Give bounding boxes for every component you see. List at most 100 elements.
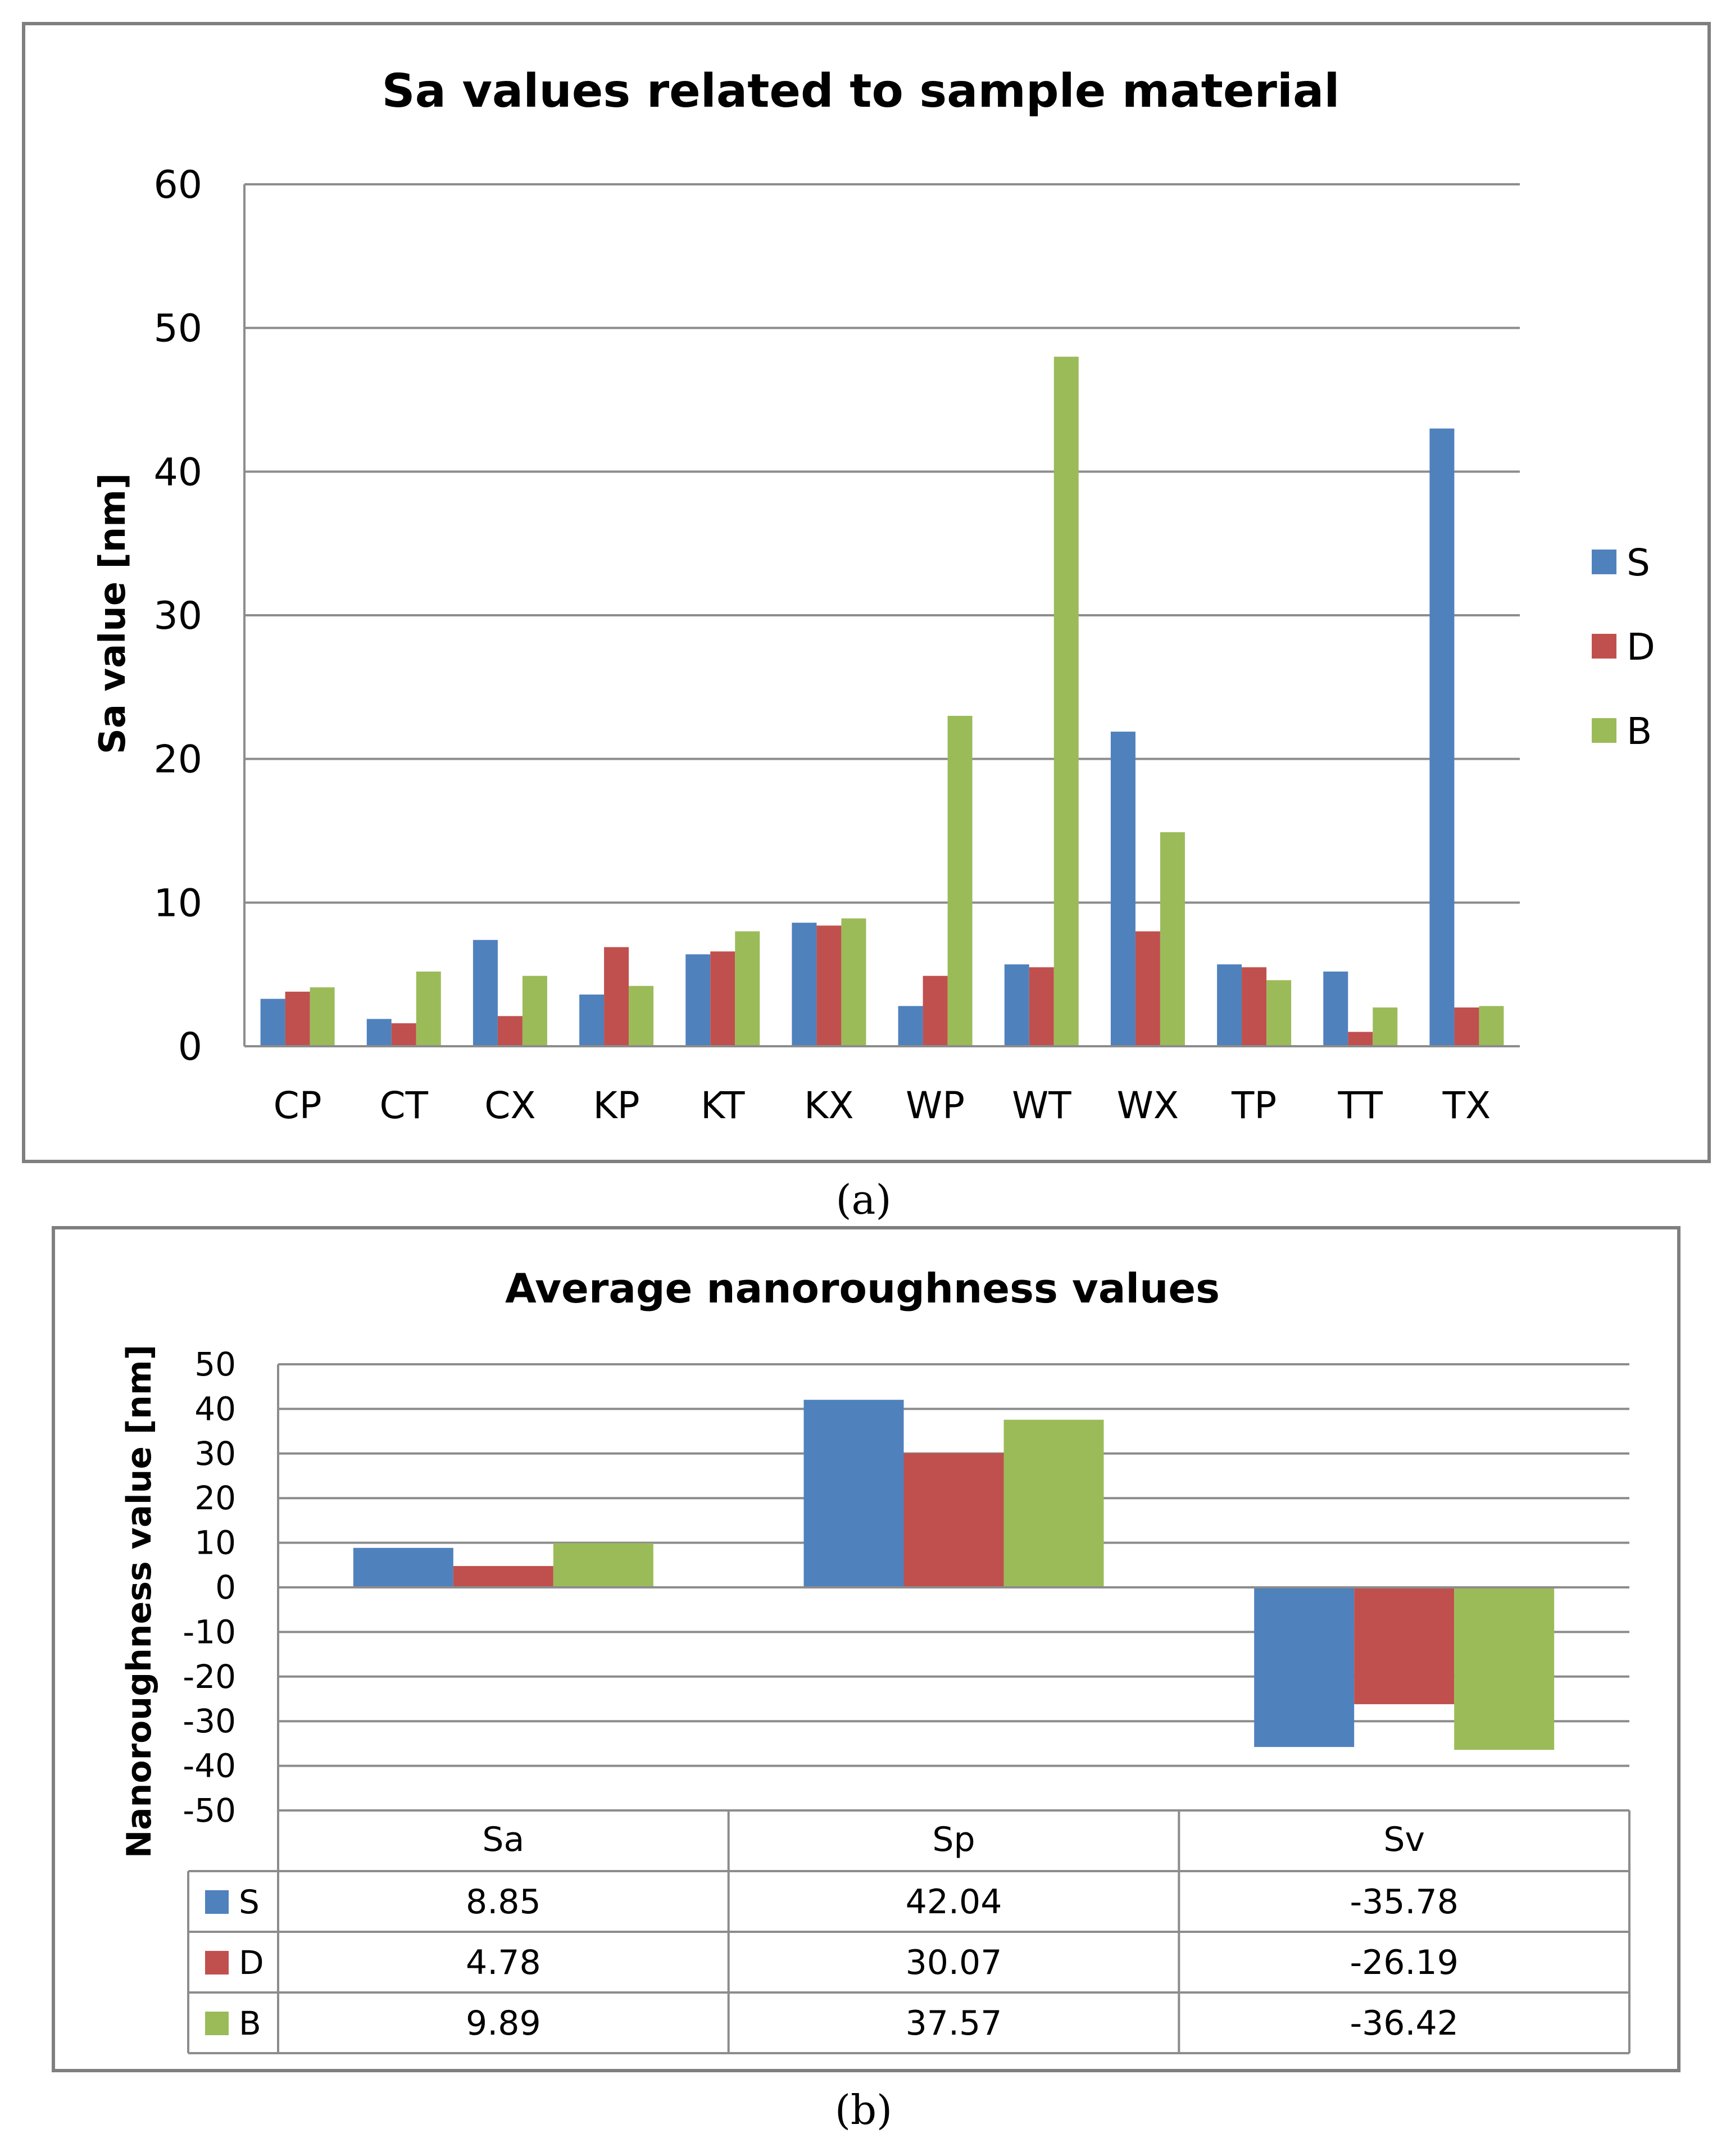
bar-B-WP (947, 715, 973, 1046)
table-value-cell: 8.85 (466, 1882, 541, 1922)
bar-D-Sp (903, 1453, 1004, 1587)
x-tick-label: TX (1442, 1084, 1491, 1127)
y-tick-label: -40 (183, 1747, 236, 1785)
chart-b: Average nanoroughness values 50 40 30 20 10 0… (52, 1226, 1681, 2072)
y-tick-label: 20 (194, 1479, 236, 1517)
bar-D-Sa (453, 1566, 553, 1587)
bar-S-TP (1217, 964, 1242, 1046)
y-tick-label: 30 (194, 1435, 236, 1473)
y-tick-label: -20 (183, 1658, 236, 1696)
bar-B-KT (735, 931, 760, 1046)
bar-S-WX (1110, 732, 1136, 1046)
chart-b-y-ticks: 50 40 30 20 10 0 -10 -20 -30 -40 -50 (183, 1345, 236, 1830)
table-value-cell: 30.07 (906, 1943, 1002, 1982)
bar-S-TX (1429, 428, 1455, 1047)
legend-label: S (239, 1883, 260, 1921)
bar-D-CX (497, 1016, 523, 1046)
bar-B-WX (1160, 832, 1185, 1046)
bar-B-WT (1053, 356, 1079, 1046)
bar-B-Sp (1003, 1419, 1104, 1587)
y-tick-label: 40 (153, 450, 202, 494)
x-tick-label: KX (804, 1084, 854, 1127)
y-tick-label: 50 (194, 1345, 236, 1383)
chart-b-y-axis-label: Nanoroughness value [nm] (120, 1345, 159, 1858)
chart-b-axes (277, 1364, 1629, 1871)
table-value-cell: 42.04 (906, 1882, 1002, 1922)
y-tick-label: 10 (194, 1524, 236, 1562)
legend-swatch-S (1592, 550, 1616, 574)
y-tick-label: -30 (183, 1702, 236, 1740)
bar-B-Sa (553, 1543, 653, 1587)
y-tick-label: 50 (153, 307, 202, 351)
bar-D-TX (1454, 1007, 1479, 1046)
legend-swatch-S (205, 1890, 229, 1914)
bar-S-Sa (353, 1547, 453, 1587)
chart-a: Sa values related to sample material 0 10… (22, 22, 1711, 1163)
bar-D-KT (710, 951, 735, 1046)
bar-B-TP (1266, 980, 1292, 1046)
bar-D-WP (923, 975, 948, 1046)
x-tick-label: CX (484, 1084, 535, 1127)
y-tick-label: 30 (153, 594, 202, 638)
table-value-cell: 9.89 (466, 2004, 541, 2043)
bar-B-KX (841, 918, 866, 1046)
bar-D-KP (604, 947, 629, 1046)
legend-swatch-D (1592, 634, 1616, 659)
caption-a: (a) (835, 1176, 891, 1223)
table-value-cell: -35.78 (1350, 1882, 1458, 1922)
bar-D-Sv (1354, 1587, 1455, 1704)
legend-label: D (1627, 625, 1655, 669)
y-tick-label: 60 (153, 163, 202, 207)
bar-S-CP (260, 998, 285, 1046)
x-tick-label: TP (1231, 1084, 1277, 1127)
legend-label: D (239, 1944, 264, 1982)
x-tick-label: WT (1012, 1084, 1071, 1127)
bar-S-CX (473, 939, 498, 1046)
legend-label: S (1627, 541, 1650, 584)
bar-B-TT (1373, 1007, 1398, 1046)
table-value-cell: 37.57 (906, 2004, 1002, 2043)
bar-D-CP (285, 991, 310, 1046)
x-tick-label: TT (1338, 1084, 1383, 1127)
bar-B-TX (1479, 1006, 1504, 1046)
chart-b-title: Average nanoroughness values (505, 1265, 1220, 1312)
bar-D-TT (1348, 1032, 1373, 1046)
x-tick-label: CP (274, 1084, 322, 1127)
chart-a-title: Sa values related to sample material (382, 65, 1340, 118)
x-tick-label: WP (906, 1084, 965, 1127)
x-tick-label: WX (1117, 1084, 1179, 1127)
y-tick-label: 20 (153, 738, 202, 782)
bar-B-CX (522, 975, 547, 1046)
bar-D-WT (1029, 967, 1054, 1046)
bar-S-WP (898, 1006, 923, 1046)
chart-a-bars (260, 356, 1504, 1047)
y-tick-label: -10 (183, 1613, 236, 1651)
legend-swatch-B (1592, 718, 1616, 743)
bar-B-Sv (1454, 1587, 1555, 1750)
legend-label: B (1627, 710, 1652, 753)
chart-a-legend: SDB (1592, 541, 1655, 753)
y-tick-label: 40 (194, 1390, 236, 1428)
bar-S-CT (366, 1019, 392, 1046)
bar-D-WX (1135, 931, 1160, 1046)
chart-b-data-table: Sa Sp Sv S 8.85 42.04 -35.78 D 4.78 30.07 -26.19 B 9… (187, 1809, 1630, 2054)
legend-label: B (239, 2004, 261, 2042)
chart-b-bars (353, 1400, 1555, 1750)
bar-D-TP (1242, 967, 1267, 1046)
bar-D-KX (816, 925, 842, 1046)
table-value-cell: -26.19 (1350, 1943, 1458, 1982)
bar-S-KX (792, 923, 817, 1046)
bar-S-KT (685, 954, 711, 1046)
bar-B-KP (629, 986, 654, 1046)
caption-b: (b) (835, 2086, 892, 2134)
y-tick-label: 0 (178, 1025, 202, 1069)
chart-a-y-ticks: 0 10 20 30 40 50 60 (153, 163, 202, 1069)
table-header-cell: Sa (482, 1820, 524, 1859)
x-tick-label: KP (593, 1084, 640, 1127)
y-tick-label: 0 (215, 1568, 236, 1606)
legend-swatch-D (205, 1951, 229, 1975)
legend-swatch-B (205, 2012, 229, 2035)
chart-a-y-axis-label: Sa value [nm] (92, 473, 134, 754)
table-header-cell: Sp (932, 1820, 975, 1859)
